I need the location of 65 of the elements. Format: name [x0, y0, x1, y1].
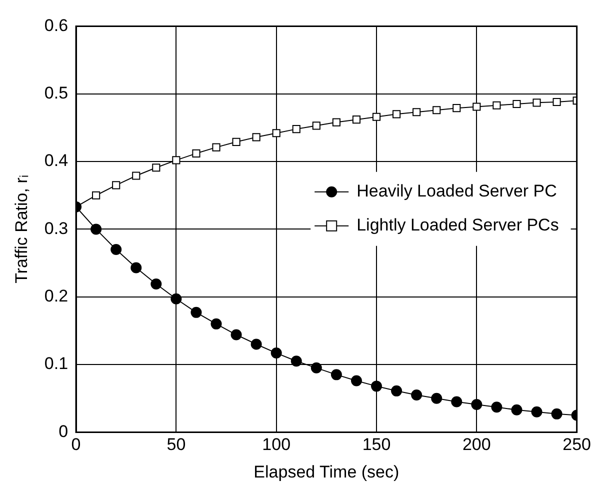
point	[170, 293, 182, 304]
point	[130, 262, 142, 274]
point	[230, 329, 242, 340]
point	[272, 129, 280, 138]
point	[552, 98, 561, 106]
point	[330, 369, 342, 380]
x-tick-label: 150	[362, 435, 391, 454]
point	[150, 278, 162, 290]
x-tick-label: 0	[71, 435, 81, 454]
point	[132, 172, 140, 180]
point	[292, 125, 300, 134]
y-tick-label: 0.3	[44, 218, 68, 238]
legend-label: Heavily Loaded Server PC	[356, 182, 557, 201]
y-tick-label: 0	[58, 422, 68, 441]
point	[92, 191, 100, 200]
point	[492, 101, 501, 110]
y-tick-label: 0.2	[44, 286, 68, 306]
point	[152, 164, 160, 172]
point	[110, 244, 122, 255]
y-tick-label: 0.1	[44, 354, 68, 374]
point	[471, 398, 482, 410]
point	[352, 116, 361, 124]
x-axis-title: Elapsed Time (sec)	[254, 462, 400, 482]
point	[332, 118, 340, 126]
point	[192, 149, 200, 158]
point	[511, 404, 522, 416]
point	[452, 104, 461, 112]
y-tick-label: 0.6	[44, 16, 68, 35]
x-tick-label: 100	[262, 435, 291, 454]
point	[310, 362, 322, 374]
point	[90, 224, 102, 235]
y-tick-label: 0.4	[44, 151, 68, 170]
point	[532, 98, 541, 107]
point	[391, 385, 402, 396]
point	[372, 112, 381, 121]
x-tick-label: 250	[562, 435, 592, 454]
point	[210, 318, 222, 330]
point	[512, 100, 521, 108]
point	[432, 106, 441, 114]
point	[190, 306, 202, 318]
point	[172, 156, 180, 164]
point	[270, 348, 282, 359]
point	[491, 402, 502, 413]
point	[350, 375, 362, 386]
y-tick-label: 0.5	[44, 84, 68, 103]
point	[112, 181, 120, 190]
legend-label: Lightly Loaded Server PCs	[356, 216, 559, 235]
point	[392, 110, 401, 118]
y-axis-title: Traffic Ratio, rᵢ	[12, 174, 31, 284]
point	[312, 122, 320, 130]
point	[472, 102, 481, 111]
point	[412, 108, 421, 116]
point	[371, 380, 382, 392]
x-tick-label: 200	[462, 435, 491, 454]
point	[252, 133, 260, 142]
point	[250, 338, 262, 350]
point	[551, 408, 562, 420]
point	[212, 143, 220, 152]
point	[451, 396, 462, 408]
point	[290, 356, 302, 367]
x-tick-label: 50	[166, 435, 186, 454]
point	[431, 392, 442, 404]
point	[232, 138, 240, 146]
point	[411, 389, 422, 400]
point	[531, 406, 542, 418]
